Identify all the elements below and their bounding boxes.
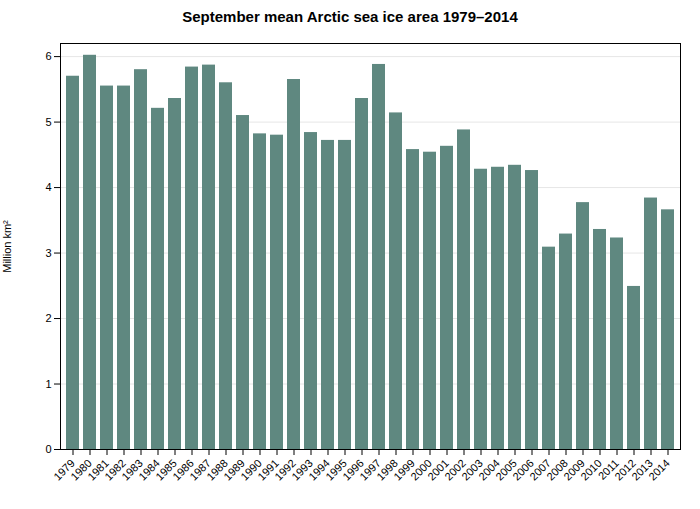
svg-text:1979: 1979 <box>51 456 77 483</box>
svg-text:2: 2 <box>45 312 51 324</box>
svg-text:1993: 1993 <box>289 456 315 483</box>
svg-text:4: 4 <box>45 181 51 193</box>
svg-text:1992: 1992 <box>272 456 298 483</box>
svg-text:2011: 2011 <box>595 456 621 482</box>
svg-text:2005: 2005 <box>493 456 519 483</box>
svg-text:1994: 1994 <box>306 456 332 483</box>
svg-text:1990: 1990 <box>238 456 264 483</box>
svg-text:Million km²: Million km² <box>1 220 13 273</box>
svg-text:1981: 1981 <box>85 456 111 483</box>
svg-text:2014: 2014 <box>646 457 672 483</box>
svg-text:1983: 1983 <box>119 456 145 483</box>
svg-text:1998: 1998 <box>374 456 400 483</box>
svg-text:1987: 1987 <box>187 456 213 483</box>
svg-text:2009: 2009 <box>561 456 587 483</box>
svg-text:1985: 1985 <box>153 456 179 483</box>
svg-text:2012: 2012 <box>612 456 638 483</box>
svg-text:1988: 1988 <box>204 456 230 483</box>
svg-text:1991: 1991 <box>255 456 281 483</box>
svg-text:2008: 2008 <box>544 456 570 483</box>
svg-text:2001: 2001 <box>425 456 451 483</box>
svg-text:1997: 1997 <box>357 456 383 483</box>
svg-text:1984: 1984 <box>136 456 162 483</box>
svg-text:2010: 2010 <box>578 456 604 483</box>
svg-text:1999: 1999 <box>391 456 417 483</box>
svg-text:6: 6 <box>45 50 51 62</box>
svg-text:3: 3 <box>45 247 51 259</box>
svg-text:1982: 1982 <box>102 456 128 483</box>
svg-text:2003: 2003 <box>459 456 485 483</box>
svg-text:2000: 2000 <box>408 456 434 483</box>
svg-text:2006: 2006 <box>510 456 536 483</box>
svg-text:1980: 1980 <box>68 456 94 483</box>
svg-text:1989: 1989 <box>221 456 247 483</box>
svg-text:2013: 2013 <box>629 456 655 483</box>
svg-text:0: 0 <box>45 443 51 455</box>
svg-text:5: 5 <box>45 116 51 128</box>
svg-text:2004: 2004 <box>476 456 502 483</box>
svg-text:1995: 1995 <box>323 456 349 483</box>
html-text:September mean Arctic sea ice: September mean Arctic sea ice area 1979–… <box>182 8 518 25</box>
svg-text:1996: 1996 <box>340 456 366 483</box>
svg-text:1: 1 <box>45 378 51 390</box>
svg-text:2007: 2007 <box>527 456 553 483</box>
svg-text:2002: 2002 <box>442 456 468 483</box>
svg-text:1986: 1986 <box>170 456 196 483</box>
